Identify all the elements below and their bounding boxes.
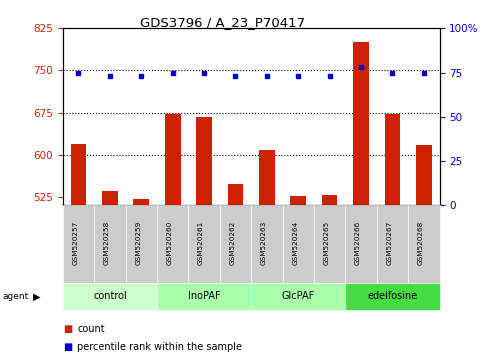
Text: InoPAF: InoPAF — [188, 291, 220, 302]
Bar — [133, 199, 149, 205]
Text: count: count — [77, 324, 105, 334]
Bar — [71, 143, 86, 205]
Text: GSM520260: GSM520260 — [167, 221, 173, 265]
Text: GSM520267: GSM520267 — [386, 221, 393, 265]
Text: percentile rank within the sample: percentile rank within the sample — [77, 342, 242, 352]
Text: GSM520265: GSM520265 — [324, 221, 329, 265]
Text: ■: ■ — [63, 342, 72, 352]
Text: GSM520262: GSM520262 — [229, 221, 236, 265]
Text: GDS3796 / A_23_P70417: GDS3796 / A_23_P70417 — [140, 16, 305, 29]
Text: ■: ■ — [63, 324, 72, 334]
Bar — [353, 42, 369, 205]
Bar — [322, 195, 338, 205]
Text: GSM520261: GSM520261 — [198, 221, 204, 265]
Text: ▶: ▶ — [33, 291, 41, 302]
Text: GSM520268: GSM520268 — [418, 221, 424, 265]
Text: control: control — [93, 291, 127, 302]
Text: GSM520259: GSM520259 — [135, 221, 142, 265]
Text: GSM520257: GSM520257 — [72, 221, 78, 265]
Bar — [196, 116, 212, 205]
Text: GSM520258: GSM520258 — [104, 221, 110, 265]
Text: edelfosine: edelfosine — [367, 291, 418, 302]
Text: GSM520264: GSM520264 — [292, 221, 298, 265]
Text: GlcPAF: GlcPAF — [282, 291, 315, 302]
Bar — [102, 191, 118, 205]
Text: GSM520263: GSM520263 — [261, 221, 267, 265]
Bar — [384, 114, 400, 205]
Bar — [416, 145, 432, 205]
Bar — [227, 184, 243, 205]
Text: agent: agent — [2, 292, 28, 301]
Bar — [165, 114, 181, 205]
Bar — [290, 196, 306, 205]
Bar — [259, 150, 275, 205]
Text: GSM520266: GSM520266 — [355, 221, 361, 265]
